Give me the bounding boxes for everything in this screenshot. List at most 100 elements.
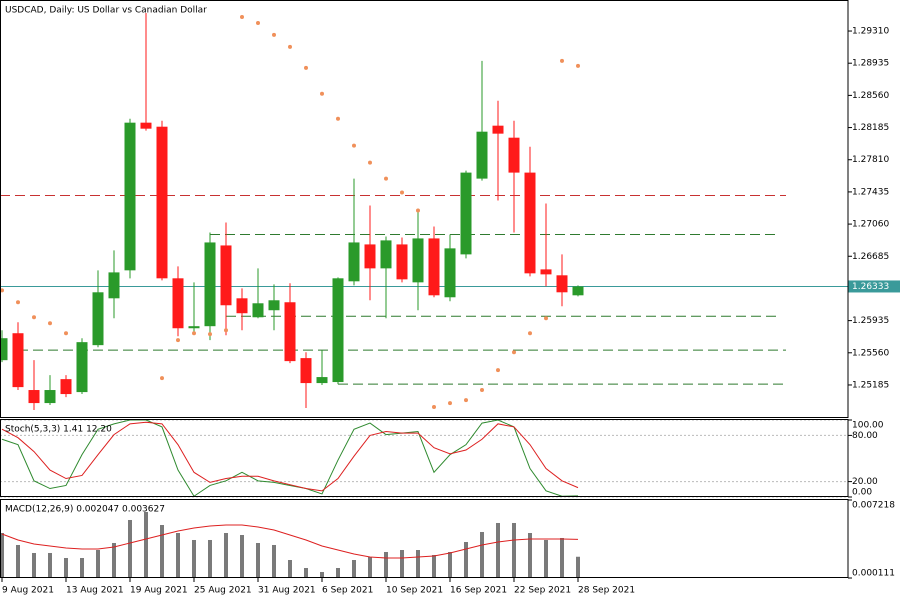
sar-dot (464, 398, 468, 403)
sar-dot (544, 316, 548, 321)
sar-dot (16, 300, 20, 305)
macd-bar (176, 533, 180, 578)
sar-dot (528, 331, 532, 336)
y-tick-label: 1.28560 (852, 91, 889, 101)
y-tick-label: 1.26685 (852, 252, 889, 262)
sar-dot (304, 65, 308, 70)
macd-bar (528, 533, 532, 578)
x-tick-label: 28 Sep 2021 (578, 586, 635, 596)
candle-body (364, 244, 376, 269)
candle-body (444, 248, 456, 298)
panel-border (0, 419, 849, 497)
panel-border (0, 499, 849, 578)
y-tick-label: 1.29310 (852, 27, 889, 37)
x-tick-label: 25 Aug 2021 (194, 586, 252, 596)
sar-dot (208, 332, 212, 337)
sar-dot (560, 58, 564, 63)
candle-body (156, 126, 168, 279)
panel-title: Stoch(5,3,3) 1.41 12.20 (5, 425, 112, 435)
x-tick-label: 10 Sep 2021 (386, 586, 443, 596)
candle-body (428, 238, 440, 296)
candle-body (124, 122, 136, 271)
macd-bar (496, 522, 500, 578)
sar-dot (432, 405, 436, 410)
y-tick-label: 1.25185 (852, 380, 889, 390)
candle-body (92, 292, 104, 346)
sar-dot (64, 331, 68, 336)
candle-body (220, 245, 232, 306)
x-tick-label: 13 Aug 2021 (66, 586, 124, 596)
macd-bar (256, 543, 260, 578)
macd-bar (208, 539, 212, 578)
y-tick-label: 0.000111 (852, 569, 895, 579)
candle-body (140, 122, 152, 129)
macd-bar (288, 560, 292, 578)
macd-bar (128, 519, 132, 578)
candle-body (412, 238, 424, 283)
macd-bar (32, 552, 36, 578)
x-tick-label: 19 Aug 2021 (130, 586, 188, 596)
macd-bar (432, 554, 436, 578)
candle-body (76, 342, 88, 393)
macd-bar (480, 531, 484, 578)
macd-bar (240, 534, 244, 578)
candle-body (332, 278, 344, 383)
candle-body (380, 240, 392, 269)
sar-dot (576, 63, 580, 68)
macd-bar (352, 560, 356, 578)
candle-body (476, 131, 488, 179)
stoch-line (1, 421, 579, 492)
y-tick-label: 1.27810 (852, 155, 889, 165)
sar-dot (160, 376, 164, 381)
macd-bar (80, 558, 84, 578)
candle-body (492, 125, 504, 134)
candle-body (300, 358, 312, 384)
sar-dot (272, 32, 276, 37)
macd-bar (144, 511, 148, 578)
candle-body (60, 379, 72, 395)
x-tick-label: 31 Aug 2021 (258, 586, 316, 596)
sar-dot (336, 116, 340, 121)
macd-bar (160, 525, 164, 578)
x-tick-label: 16 Sep 2021 (450, 586, 507, 596)
sar-dot (448, 401, 452, 406)
macd-bar (464, 542, 468, 578)
sar-dot (480, 388, 484, 393)
sar-dot (512, 350, 516, 355)
macd-bar (96, 550, 100, 578)
stoch-line (1, 419, 579, 497)
sar-dot (48, 321, 52, 326)
candle-body (44, 390, 56, 404)
y-tick-label: 20.00 (852, 477, 878, 487)
panel-title: MACD(12,26,9) 0.002047 0.003627 (5, 505, 165, 515)
sar-dot (496, 368, 500, 373)
candle-body (204, 242, 216, 327)
candle-body (108, 272, 120, 299)
candle-body (28, 390, 40, 404)
sar-dot (256, 20, 260, 25)
macd-bar (320, 571, 324, 578)
y-tick-label: 1.25560 (852, 348, 889, 358)
sar-dot (368, 160, 372, 165)
macd-bar (48, 552, 52, 578)
macd-bar (272, 544, 276, 578)
y-tick-label: 1.28185 (852, 123, 889, 133)
sar-dot (384, 176, 388, 181)
sar-dot (416, 208, 420, 213)
x-tick-label: 6 Sep 2021 (322, 586, 373, 596)
y-tick-label: 1.28935 (852, 59, 889, 69)
y-tick-label: 0.00 (852, 488, 872, 498)
candle-body (172, 278, 184, 329)
macd-bar (448, 552, 452, 578)
x-tick-label: 22 Sep 2021 (514, 586, 571, 596)
macd-bar (336, 568, 340, 578)
candle-body (284, 302, 296, 362)
macd-bar (576, 556, 580, 578)
y-tick-label: 1.25935 (852, 316, 889, 326)
macd-bar (416, 550, 420, 578)
macd-bar (368, 556, 372, 578)
sar-dot (176, 338, 180, 343)
candle-body (524, 172, 536, 274)
